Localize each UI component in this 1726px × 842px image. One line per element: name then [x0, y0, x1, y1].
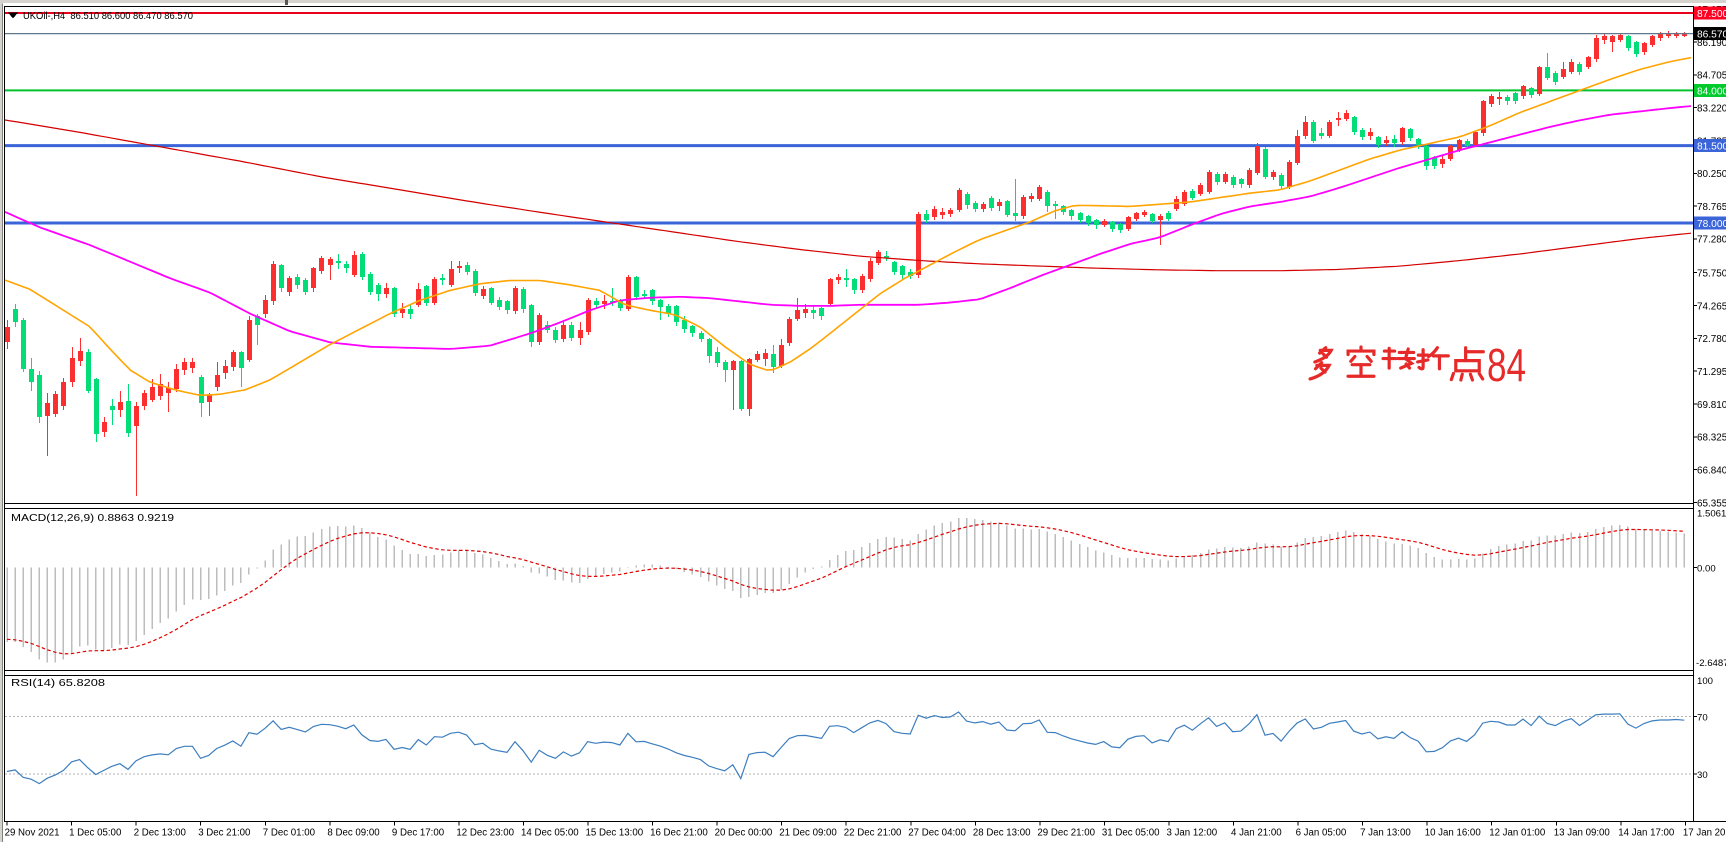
svg-text:17 Jan 20:00: 17 Jan 20:00 — [1683, 828, 1726, 839]
svg-text:13 Jan 09:00: 13 Jan 09:00 — [1554, 828, 1611, 839]
svg-text:10 Jan 16:00: 10 Jan 16:00 — [1425, 828, 1482, 839]
svg-text:83.220: 83.220 — [1697, 103, 1726, 114]
svg-text:81.500: 81.500 — [1697, 142, 1726, 153]
svg-text:86.570: 86.570 — [1697, 30, 1726, 41]
svg-text:1.5061: 1.5061 — [1697, 509, 1726, 520]
svg-text:-2.6487: -2.6487 — [1696, 658, 1726, 669]
svg-text:28 Dec 13:00: 28 Dec 13:00 — [973, 828, 1031, 839]
svg-text:78.000: 78.000 — [1697, 219, 1726, 230]
svg-text:1 Dec 05:00: 1 Dec 05:00 — [69, 828, 122, 839]
svg-text:29 Nov 2021: 29 Nov 2021 — [5, 828, 60, 839]
svg-text:74.265: 74.265 — [1697, 301, 1726, 312]
svg-text:12 Jan 01:00: 12 Jan 01:00 — [1489, 828, 1546, 839]
svg-text:16 Dec 21:00: 16 Dec 21:00 — [650, 828, 708, 839]
svg-text:84: 84 — [1487, 339, 1526, 391]
svg-text:UKOil-,H4 86.510 86.600 86.47: UKOil-,H4 86.510 86.600 86.470 86.570 — [23, 11, 193, 22]
svg-text:69.810: 69.810 — [1697, 400, 1726, 411]
svg-text:71.295: 71.295 — [1697, 367, 1726, 378]
svg-text:87.500: 87.500 — [1697, 9, 1726, 20]
svg-text:75.750: 75.750 — [1697, 269, 1726, 280]
svg-text:7 Jan 13:00: 7 Jan 13:00 — [1360, 828, 1411, 839]
svg-text:29 Dec 21:00: 29 Dec 21:00 — [1037, 828, 1095, 839]
svg-text:9 Dec 17:00: 9 Dec 17:00 — [392, 828, 445, 839]
svg-text:100: 100 — [1697, 676, 1713, 687]
svg-text:68.325: 68.325 — [1697, 433, 1726, 444]
svg-text:86.190: 86.190 — [1697, 38, 1726, 49]
svg-text:4 Jan 21:00: 4 Jan 21:00 — [1231, 828, 1282, 839]
svg-text:3 Dec 21:00: 3 Dec 21:00 — [198, 828, 251, 839]
svg-text:65.355: 65.355 — [1697, 498, 1726, 509]
svg-text:30: 30 — [1697, 770, 1708, 781]
svg-text:27 Dec 04:00: 27 Dec 04:00 — [908, 828, 966, 839]
svg-text:72.780: 72.780 — [1697, 334, 1726, 345]
svg-text:14 Dec 05:00: 14 Dec 05:00 — [521, 828, 579, 839]
svg-text:66.840: 66.840 — [1697, 465, 1726, 476]
svg-text:RSI(14) 65.8208: RSI(14) 65.8208 — [11, 678, 105, 689]
svg-text:7 Dec 01:00: 7 Dec 01:00 — [263, 828, 316, 839]
svg-text:2 Dec 13:00: 2 Dec 13:00 — [134, 828, 187, 839]
svg-text:70: 70 — [1697, 713, 1708, 724]
svg-text:6 Jan 05:00: 6 Jan 05:00 — [1296, 828, 1347, 839]
svg-text:12 Dec 23:00: 12 Dec 23:00 — [456, 828, 514, 839]
svg-text:78.765: 78.765 — [1697, 202, 1726, 213]
svg-text:77.280: 77.280 — [1697, 235, 1726, 246]
svg-text:31 Dec 05:00: 31 Dec 05:00 — [1102, 828, 1160, 839]
svg-text:84.000: 84.000 — [1697, 86, 1726, 97]
svg-text:3 Jan 12:00: 3 Jan 12:00 — [1167, 828, 1218, 839]
svg-text:8 Dec 09:00: 8 Dec 09:00 — [327, 828, 380, 839]
svg-text:21 Dec 09:00: 21 Dec 09:00 — [779, 828, 837, 839]
svg-text:22 Dec 21:00: 22 Dec 21:00 — [844, 828, 902, 839]
svg-text:80.250: 80.250 — [1697, 169, 1726, 180]
svg-text:84.705: 84.705 — [1697, 71, 1726, 82]
svg-text:14 Jan 17:00: 14 Jan 17:00 — [1618, 828, 1675, 839]
svg-text:0.00: 0.00 — [1697, 564, 1716, 575]
svg-text:20 Dec 00:00: 20 Dec 00:00 — [715, 828, 773, 839]
svg-text:15 Dec 13:00: 15 Dec 13:00 — [586, 828, 644, 839]
svg-text:MACD(12,26,9) 0.8863 0.9219: MACD(12,26,9) 0.8863 0.9219 — [11, 513, 174, 524]
